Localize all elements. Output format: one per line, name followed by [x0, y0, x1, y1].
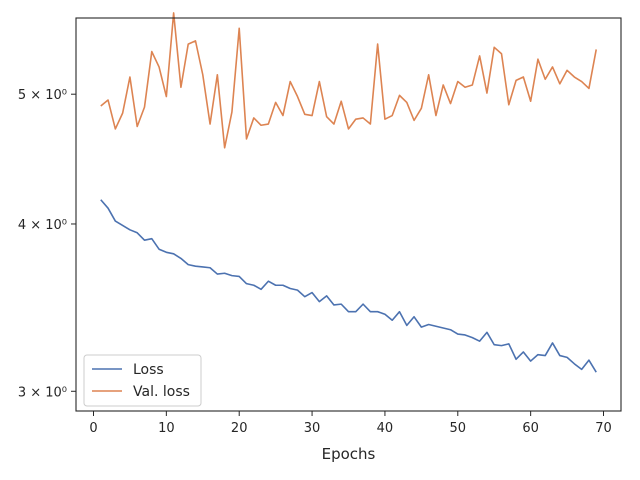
series-line-1: [100, 12, 598, 149]
legend: Loss Val. loss: [83, 354, 202, 407]
x-axis: 0 10 20 30 40 50 60 70: [89, 411, 612, 436]
x-tick-label: 10: [158, 421, 175, 436]
x-tick-label: 30: [304, 421, 321, 436]
x-tick-label: 60: [522, 421, 539, 436]
legend-box: [83, 354, 202, 407]
y-tick-label: 3 × 10⁰: [18, 385, 67, 400]
plot-frame: [75, 17, 622, 412]
legend-label-loss: Loss: [133, 362, 164, 378]
y-tick-label: 5 × 10⁰: [18, 88, 67, 103]
series-line-0: [100, 199, 597, 373]
x-tick-label: 20: [231, 421, 248, 436]
legend-label-val-loss: Val. loss: [133, 384, 190, 400]
x-tick-label: 50: [450, 421, 467, 436]
x-tick-label: 0: [89, 421, 97, 436]
x-axis-label: Epochs: [322, 445, 376, 463]
x-tick-label: 70: [595, 421, 612, 436]
plot-lines: [100, 12, 598, 373]
y-axis: 3 × 10⁰ 4 × 10⁰ 5 × 10⁰: [18, 88, 76, 400]
y-tick-label: 4 × 10⁰: [18, 218, 67, 233]
x-tick-label: 40: [377, 421, 394, 436]
